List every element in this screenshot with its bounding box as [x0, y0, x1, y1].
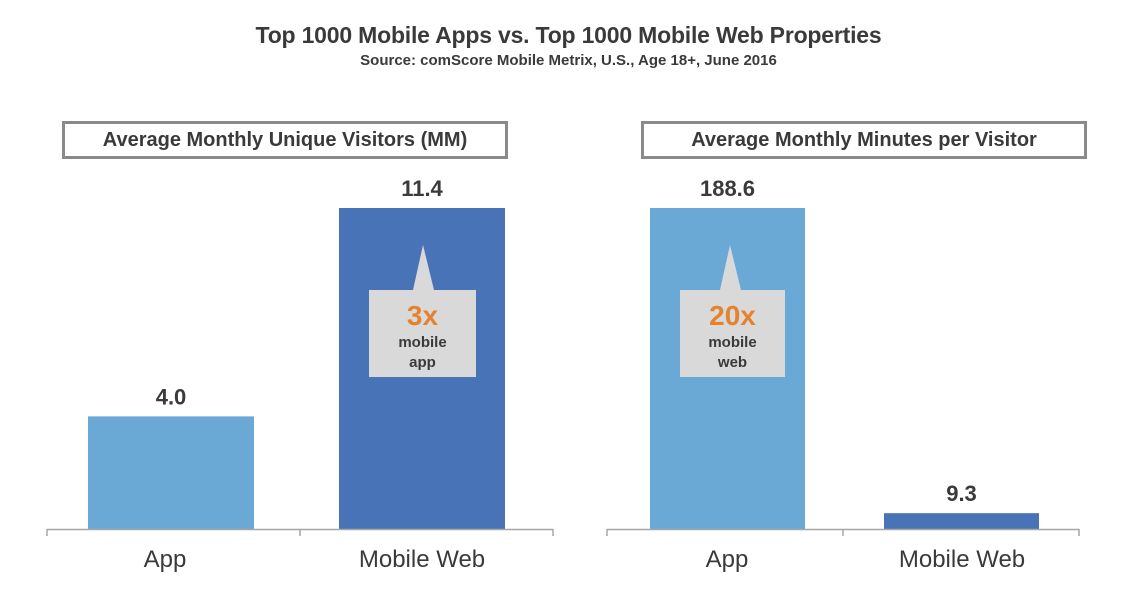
- callout-multiplier: 3x: [407, 300, 439, 331]
- category-label: App: [144, 546, 187, 573]
- callout-line2: app: [409, 354, 436, 371]
- category-label: App: [706, 546, 749, 573]
- category-label: Mobile Web: [359, 546, 485, 573]
- callout-line1: mobile: [398, 334, 446, 351]
- callout-pointer: [720, 245, 741, 290]
- callout-multiplier: 20x: [709, 300, 756, 331]
- panel-title-text: Average Monthly Unique Visitors (MM): [102, 128, 468, 151]
- panel-title-minutes-per-visitor: Average Monthly Minutes per Visitor: [641, 121, 1087, 159]
- callout-line2: web: [717, 354, 747, 371]
- data-label: 188.6: [700, 176, 755, 201]
- data-label: 9.3: [946, 481, 977, 506]
- data-label: 4.0: [156, 384, 187, 409]
- data-label: 11.4: [401, 176, 443, 201]
- category-label: Mobile Web: [899, 546, 1025, 573]
- chart-subtitle: Source: comScore Mobile Metrix, U.S., Ag…: [360, 52, 777, 69]
- callout-box: [680, 290, 785, 377]
- chart-title: Top 1000 Mobile Apps vs. Top 1000 Mobile…: [255, 22, 882, 48]
- callout-pointer: [413, 245, 434, 290]
- callout-line1: mobile: [708, 334, 756, 351]
- callout-box: [369, 290, 476, 377]
- bar-app: [88, 416, 254, 529]
- panel-title-unique-visitors: Average Monthly Unique Visitors (MM): [62, 121, 508, 159]
- panel-title-text: Average Monthly Minutes per Visitor: [691, 128, 1037, 151]
- bar-mobile-web: [884, 513, 1039, 529]
